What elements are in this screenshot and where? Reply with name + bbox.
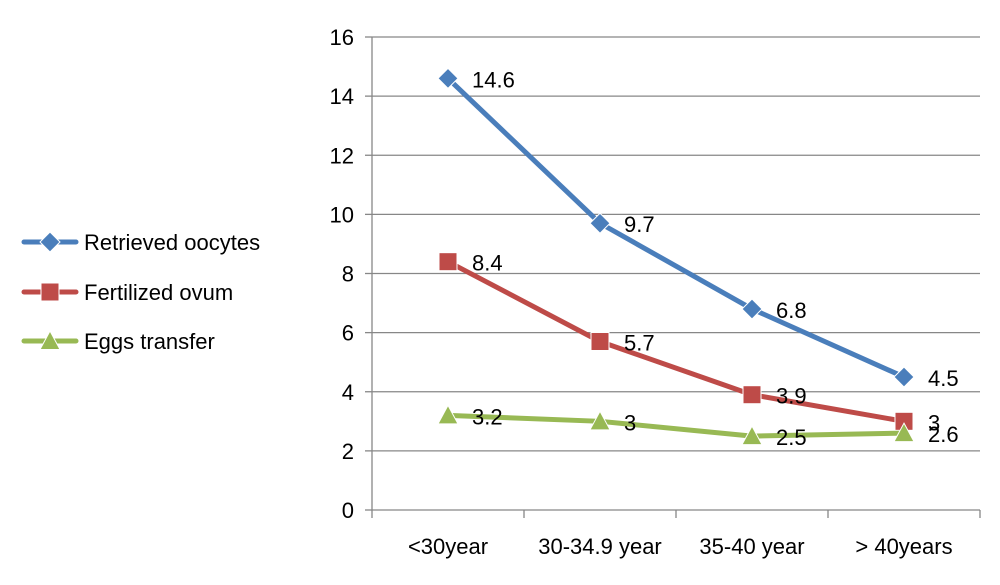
data-label: 2.6 [928, 422, 959, 447]
data-label: 3 [928, 410, 940, 435]
data-point [589, 410, 611, 431]
y-tick-label: 6 [342, 321, 354, 346]
data-point [893, 422, 915, 443]
data-point [741, 298, 763, 320]
x-tick-label: <30year [408, 534, 488, 559]
data-label: 3.9 [776, 384, 807, 409]
data-point [589, 212, 611, 234]
y-tick-label: 8 [342, 262, 354, 287]
data-label: 6.8 [776, 298, 807, 323]
series-line [445, 412, 907, 439]
x-tick-label: 30-34.9 year [538, 534, 662, 559]
data-label: 9.7 [624, 212, 655, 237]
x-tick-label: 35-40 year [699, 534, 804, 559]
legend-item: Eggs transfer [21, 329, 215, 354]
data-point [438, 252, 458, 272]
legend-marker [40, 282, 60, 302]
series-line [445, 259, 907, 424]
series-3: 3.2 3 2.5 2.6 [437, 404, 959, 450]
legend-item: Fertilized ovum [21, 280, 233, 305]
series-1: 14.6 9.7 6.8 4.5 [437, 67, 959, 391]
data-label: 5.7 [624, 330, 655, 355]
legend-label: Eggs transfer [84, 329, 215, 354]
y-tick-label: 2 [342, 439, 354, 464]
y-tick-label: 4 [342, 380, 354, 405]
data-point [742, 385, 762, 405]
legend: Retrieved oocytes Fertilized ovum Eggs tra… [21, 230, 260, 354]
y-tick-label: 16 [330, 25, 354, 50]
legend-label: Fertilized ovum [84, 280, 233, 305]
data-label: 2.5 [776, 425, 807, 450]
legend-label: Retrieved oocytes [84, 230, 260, 255]
data-point [590, 331, 610, 351]
data-label: 14.6 [472, 67, 515, 92]
legend-marker [39, 231, 61, 253]
data-point [893, 366, 915, 388]
y-tick-label: 14 [330, 84, 354, 109]
data-label: 4.5 [928, 366, 959, 391]
y-tick-label: 0 [342, 498, 354, 523]
data-label: 3 [624, 410, 636, 435]
legend-marker [39, 329, 61, 350]
axes: 0 2 4 6 8 10 12 14 16 <30year 30-34.9 year 35-40 ye… [330, 25, 981, 559]
data-point [437, 404, 459, 425]
series-group: 14.6 9.7 6.8 4.5 8.4 5.7 3.9 3 3.2 3 2.5 2.6 [437, 67, 959, 450]
data-point [437, 67, 459, 90]
x-tick-label: > 40years [855, 534, 952, 559]
y-tick-label: 12 [330, 143, 354, 168]
y-tick-label: 10 [330, 202, 354, 227]
data-label: 8.4 [472, 251, 503, 276]
data-label: 3.2 [472, 404, 503, 429]
legend-item: Retrieved oocytes [21, 230, 260, 255]
gridlines [372, 36, 980, 452]
series-line [445, 75, 907, 380]
data-point [741, 425, 763, 446]
series-2: 8.4 5.7 3.9 3 [438, 251, 940, 435]
